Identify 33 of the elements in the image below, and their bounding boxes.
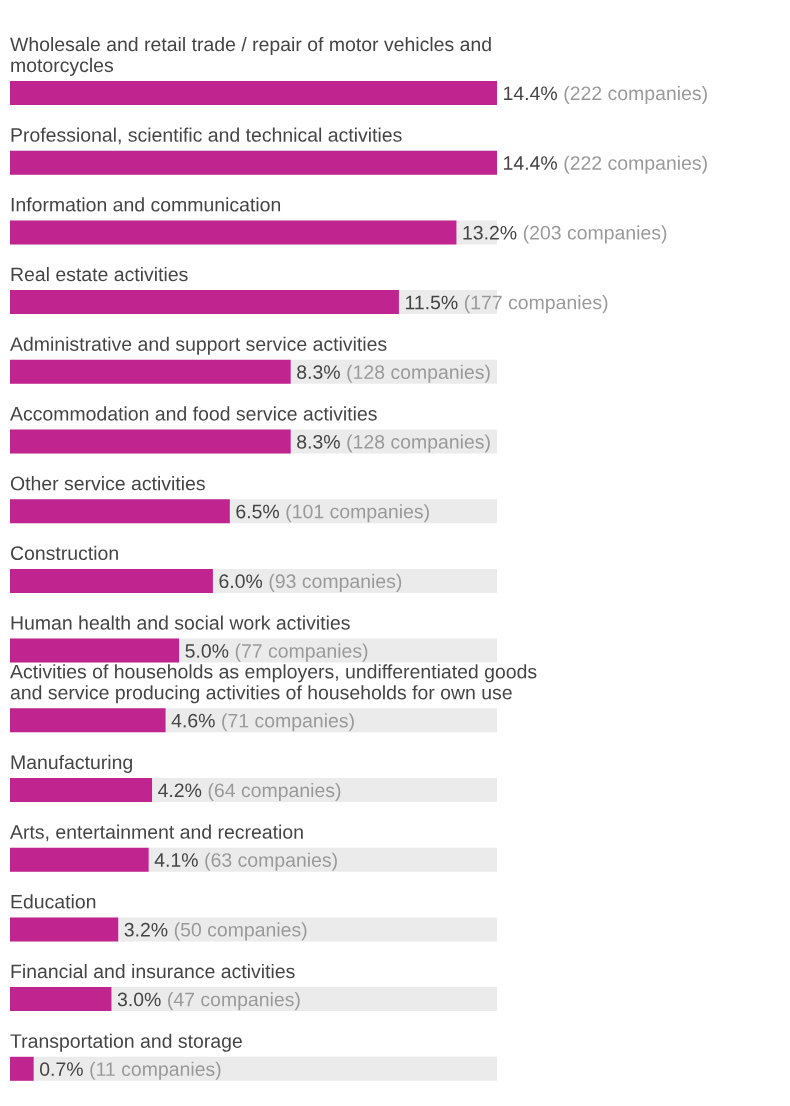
bar	[10, 1056, 34, 1081]
y-tick-label: Other service activities	[10, 476, 205, 491]
bar	[10, 917, 119, 942]
data-label: 13.2% (203 companies)	[463, 225, 667, 244]
y-tick-label: Real estate activities	[11, 266, 188, 282]
data-label: 6.0% (93 companies)	[219, 573, 402, 592]
data-label: 4.2% (64 companies)	[158, 782, 341, 802]
bar	[10, 987, 112, 1012]
data-label: 3.0% (47 companies)	[117, 992, 300, 1011]
data-label: 14.4% (222 companies)	[504, 155, 707, 174]
y-tick-label: Manufacturing	[11, 754, 132, 773]
y-tick-label: Education	[11, 894, 96, 909]
data-label: 14.4% (222 companies)	[504, 85, 707, 105]
data-label: 3.2% (50 companies)	[124, 922, 307, 941]
data-label: 4.6% (71 companies)	[171, 713, 354, 732]
data-label: 6.5% (101 companies)	[236, 504, 429, 523]
data-label: 5.0% (77 companies)	[185, 643, 368, 662]
y-tick-label: Administrative and support service activities	[10, 336, 387, 355]
data-label: 11.5% (177 companies)	[405, 295, 608, 314]
y-tick-label: Arts, entertainment and recreation	[10, 824, 303, 842]
data-label: 0.7% (11 companies)	[39, 1061, 221, 1080]
data-label: 8.3% (128 companies)	[297, 364, 490, 383]
data-label: 8.3% (128 companies)	[297, 434, 490, 453]
y-tick-label: Accommodation and food service activities	[10, 406, 377, 421]
y-tick-label: Wholesale and retail trade / repair of motor vehicles and motorcycles	[10, 36, 491, 76]
y-tick-label: Construction	[10, 545, 118, 561]
y-tick-label: Financial and insurance activities	[11, 963, 295, 979]
y-tick-label: Activities of households as employers, undifferentiated goods and service producing activities of households for own use	[10, 664, 537, 704]
y-tick-label: Transportation and storage	[10, 1033, 242, 1052]
y-tick-label: Human health and social work activities	[11, 615, 350, 630]
y-tick-label: Professional, scientific and technical activities	[11, 127, 402, 145]
data-label: 4.1% (63 companies)	[154, 852, 337, 871]
y-tick-label: Information and communication	[11, 197, 281, 212]
